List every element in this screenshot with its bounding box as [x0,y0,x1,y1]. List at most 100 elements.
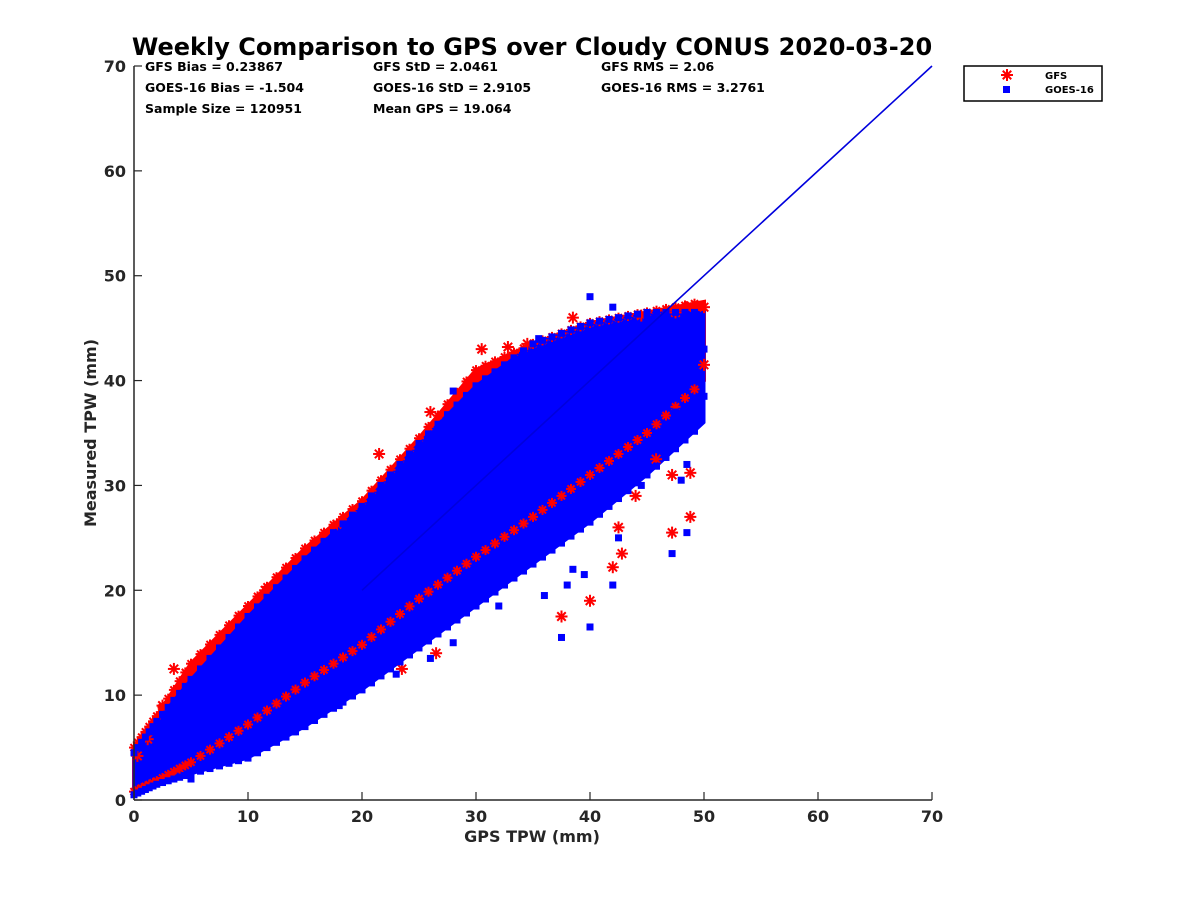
gfs-marker-stroke [395,609,405,619]
gfs-marker-stroke [652,420,661,429]
gfs-marker-stroke [300,678,310,687]
gfs-marker-stroke [502,342,513,352]
gfs-point [698,301,710,314]
goes16-point [339,698,347,706]
legend-box [963,65,1103,102]
gfs-point [309,671,320,682]
y-tick-group: 0 10 20 30 40 50 60 70 [104,57,142,810]
goes16-point [263,593,271,601]
gfs-point [698,358,710,371]
gfs-marker-stroke [281,563,291,572]
goes16-point [138,738,146,746]
gfs-point [584,594,596,607]
goes16-point [463,391,470,399]
goes16-point [406,450,413,458]
gfs-point [684,466,697,479]
goes16-point [558,539,565,547]
gfs-point [290,552,301,563]
x-tick-label: 10 [237,807,259,826]
gfs-point [347,504,358,515]
gfs-marker-stroke [253,713,262,722]
goes16-point [406,651,413,659]
goes16-point [453,616,461,624]
gfs-marker-stroke [300,544,310,553]
legend: GFS GOES-16 [963,65,1103,102]
y-tick-label: 60 [104,162,126,181]
gfs-point [566,483,576,494]
gfs-marker-stroke [424,587,433,596]
goes16-point [609,303,617,311]
stat-gfs-rms: GFS RMS = 2.06 [601,59,715,74]
gfs-point [632,434,643,445]
goes16-point [206,654,214,662]
legend-goes16-marker [1003,86,1010,93]
gfs-point [338,652,348,663]
goes16-point [141,733,149,741]
goes16-point [358,502,366,510]
goes16-point [263,744,271,752]
gfs-marker-stroke [566,484,576,494]
gfs-marker-stroke [386,617,395,626]
gfs-marker-stroke [630,490,641,501]
gfs-marker-stroke [547,498,557,508]
gfs-marker-stroke [224,620,234,630]
goes16-point [330,529,337,537]
gfs-point [471,551,481,562]
goes16-point [235,757,242,765]
gfs-marker-stroke [272,572,281,582]
goes16-point [425,430,432,438]
goes16-point-layer [130,293,708,799]
gfs-point [471,365,481,376]
goes16-point [596,510,603,518]
gfs-point [666,468,679,481]
gfs-point [575,476,586,487]
goes16-point [643,308,651,316]
gfs-marker-stroke [500,532,509,542]
goes16-point [535,335,543,343]
gfs-point [186,658,196,669]
goes16-point [311,716,318,724]
goes16-point [472,602,480,610]
gfs-point [689,298,700,309]
goes16-point [187,770,195,778]
goes16-point [653,462,660,470]
goes16-point [145,728,153,736]
goes16-point [567,532,575,540]
gfs-marker-stroke [699,302,709,313]
gfs-marker-stroke [607,562,618,573]
goes16-point [349,692,356,700]
x-tick-label: 0 [128,807,139,826]
goes16-point [290,728,298,736]
gfs-marker-stroke [186,659,196,668]
gfs-marker-stroke [595,463,604,473]
gfs-marker-stroke [281,692,291,701]
gfs-point [651,419,662,430]
goes16-point [187,775,195,783]
gfs-marker-stroke [452,388,462,398]
gfs-point [480,545,491,556]
gfs-marker-stroke [633,435,642,445]
gfs-marker-stroke [424,422,433,432]
gfs-point [414,593,424,604]
stat-gfs-bias: GFS Bias = 0.23867 [145,59,283,74]
gfs-point [461,558,472,569]
goes16-point [449,639,457,647]
gfs-marker-stroke [651,454,662,465]
goes16-point [615,314,622,322]
gfs-point [376,624,386,635]
gfs-marker-stroke [243,601,253,611]
gfs-marker-stroke [481,545,490,555]
goes16-point [689,335,697,343]
gfs-point [195,649,206,660]
stat-gfs-std: GFS StD = 2.0461 [373,59,498,74]
goes16-point [159,779,166,787]
goes16-point [273,738,280,746]
gfs-point [613,448,624,459]
gfs-point [518,518,529,529]
goes16-point [567,326,575,334]
gfs-marker-stroke [642,428,652,438]
goes16-point [637,481,645,489]
gfs-marker-stroke [567,312,578,323]
goes16-point [569,565,577,573]
